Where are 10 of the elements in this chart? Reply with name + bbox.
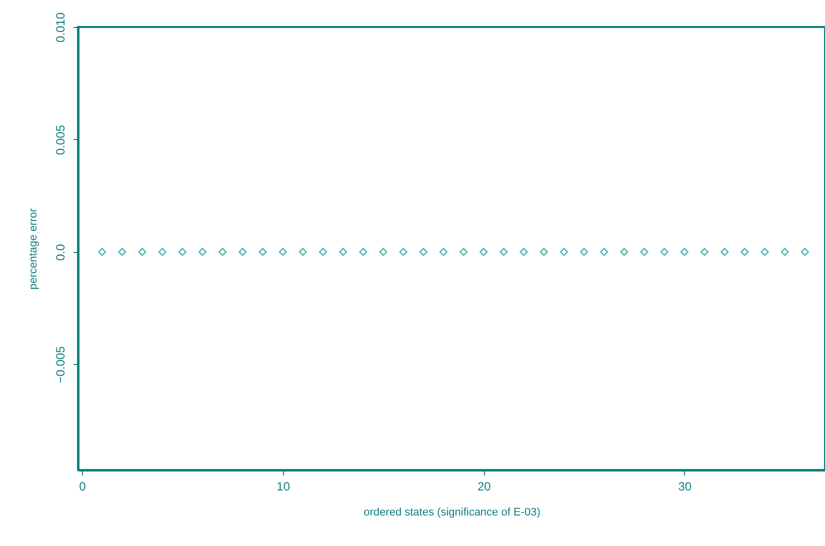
y-tick-label: 0.005 [54, 124, 68, 155]
y-axis-title: percentage error [28, 208, 40, 290]
x-tick-label: 30 [678, 480, 692, 494]
y-tick-label: −0.005 [54, 346, 68, 384]
x-tick-label: 0 [79, 480, 86, 494]
x-axis-title: ordered states (significance of E-03) [364, 506, 540, 518]
y-tick-label: 0.010 [54, 12, 68, 43]
x-tick-label: 20 [477, 480, 492, 494]
y-tick-label: 0.0 [54, 244, 68, 261]
x-tick-label: 10 [276, 480, 290, 494]
